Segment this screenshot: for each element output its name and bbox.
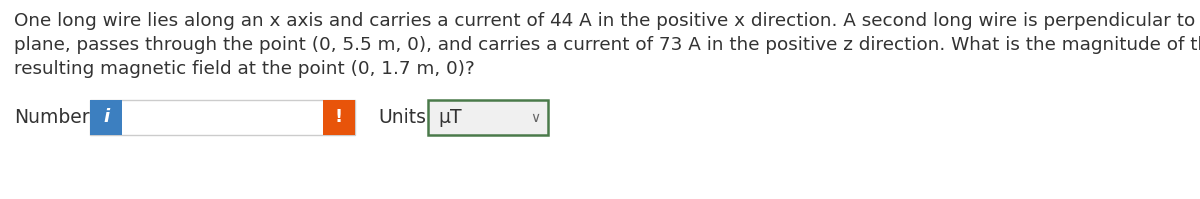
Text: Units: Units — [378, 108, 426, 127]
Text: resulting magnetic field at the point (0, 1.7 m, 0)?: resulting magnetic field at the point (0… — [14, 60, 475, 78]
Text: !: ! — [335, 108, 343, 127]
Text: ∨: ∨ — [530, 110, 540, 125]
Bar — [90, 100, 355, 135]
Text: Number: Number — [14, 108, 90, 127]
Text: i: i — [103, 108, 109, 127]
Bar — [428, 100, 548, 135]
Text: μT: μT — [438, 108, 462, 127]
Text: One long wire lies along an x axis and carries a current of 44 A in the positive: One long wire lies along an x axis and c… — [14, 12, 1200, 30]
Bar — [90, 100, 122, 135]
Bar — [323, 100, 355, 135]
Text: plane, passes through the point (0, 5.5 m, 0), and carries a current of 73 A in : plane, passes through the point (0, 5.5 … — [14, 36, 1200, 54]
